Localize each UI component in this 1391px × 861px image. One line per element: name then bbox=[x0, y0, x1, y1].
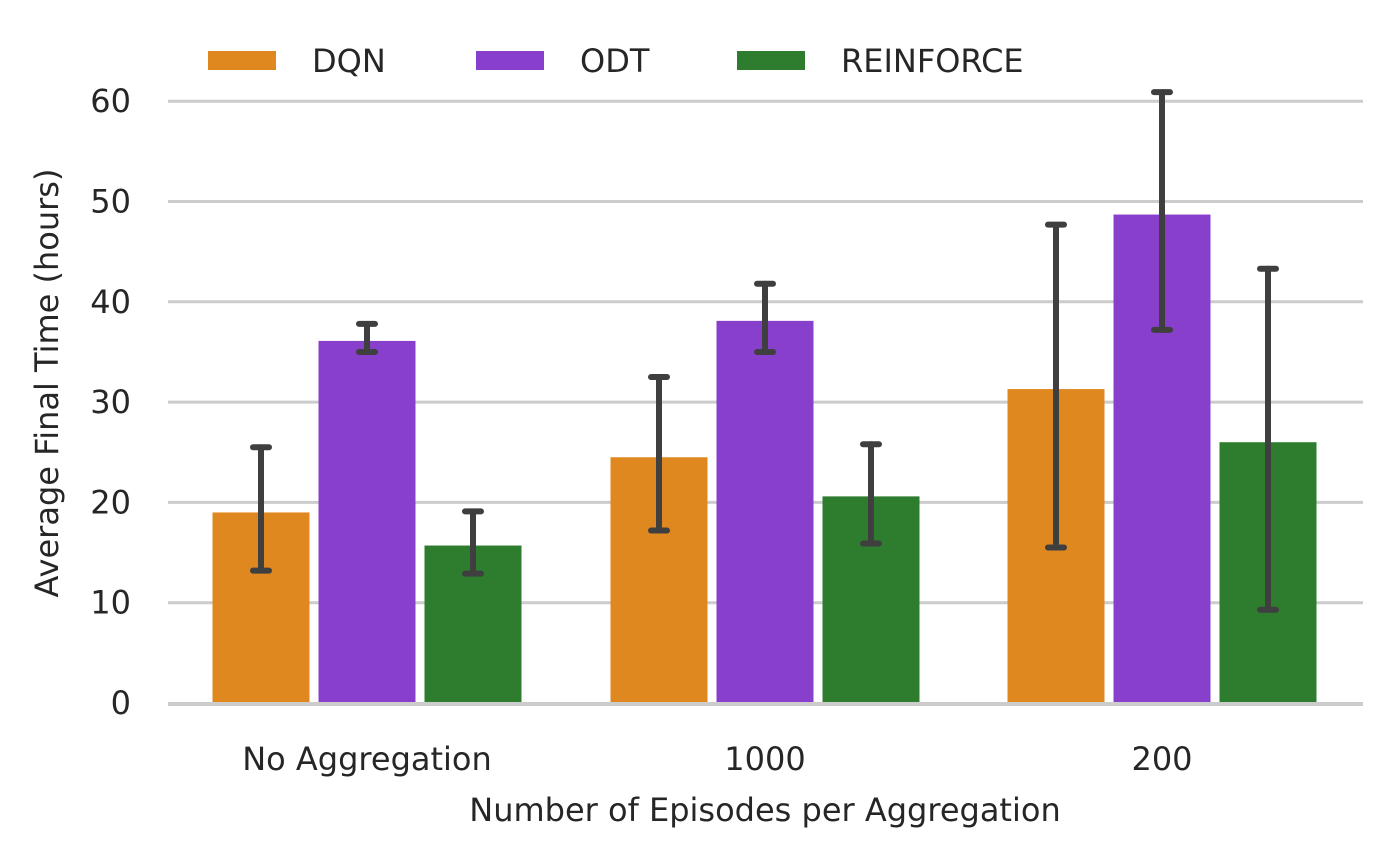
error-bar-odt-0 bbox=[356, 320, 378, 355]
bar-odt-1 bbox=[716, 320, 814, 703]
y-tick-label: 0 bbox=[111, 684, 131, 722]
y-tick-label: 40 bbox=[90, 283, 131, 321]
error-bar-odt-1 bbox=[754, 280, 776, 355]
error-bar-dqn-1 bbox=[648, 374, 670, 534]
error-bar-odt-2 bbox=[1151, 89, 1173, 333]
legend-swatch bbox=[737, 51, 805, 70]
y-tick-label: 60 bbox=[90, 82, 131, 120]
x-tick-label: No Aggregation bbox=[242, 740, 492, 778]
legend-swatch bbox=[476, 51, 544, 70]
error-bar-dqn-2 bbox=[1045, 221, 1067, 551]
y-tick-label: 30 bbox=[90, 383, 131, 421]
x-axis-title: Number of Episodes per Aggregation bbox=[469, 791, 1060, 829]
legend-item-odt: ODT bbox=[476, 42, 650, 80]
legend-swatch bbox=[208, 51, 276, 70]
legend: DQN ODT REINFORCE bbox=[208, 42, 1024, 80]
y-axis-title: Average Final Time (hours) bbox=[28, 169, 66, 598]
error-bars bbox=[250, 89, 1279, 613]
error-bar-reinforce-2 bbox=[1257, 265, 1279, 613]
x-tick-label: 1000 bbox=[724, 740, 805, 778]
x-tick-labels: No Aggregation 1000 200 bbox=[242, 740, 1192, 778]
y-tick-label: 20 bbox=[90, 483, 131, 521]
legend-label: ODT bbox=[580, 42, 650, 80]
legend-item-reinforce: REINFORCE bbox=[737, 42, 1024, 80]
legend-label: DQN bbox=[312, 42, 386, 80]
y-tick-label: 10 bbox=[90, 584, 131, 622]
y-tick-labels: 0 10 20 30 40 50 60 bbox=[90, 82, 131, 722]
legend-item-dqn: DQN bbox=[208, 42, 386, 80]
legend-label: REINFORCE bbox=[841, 42, 1024, 80]
error-bar-dqn-0 bbox=[250, 444, 272, 574]
y-tick-label: 50 bbox=[90, 183, 131, 221]
error-bar-reinforce-1 bbox=[860, 441, 882, 547]
bar-odt-0 bbox=[318, 340, 416, 703]
error-bar-reinforce-0 bbox=[462, 508, 484, 577]
x-tick-label: 200 bbox=[1131, 740, 1192, 778]
